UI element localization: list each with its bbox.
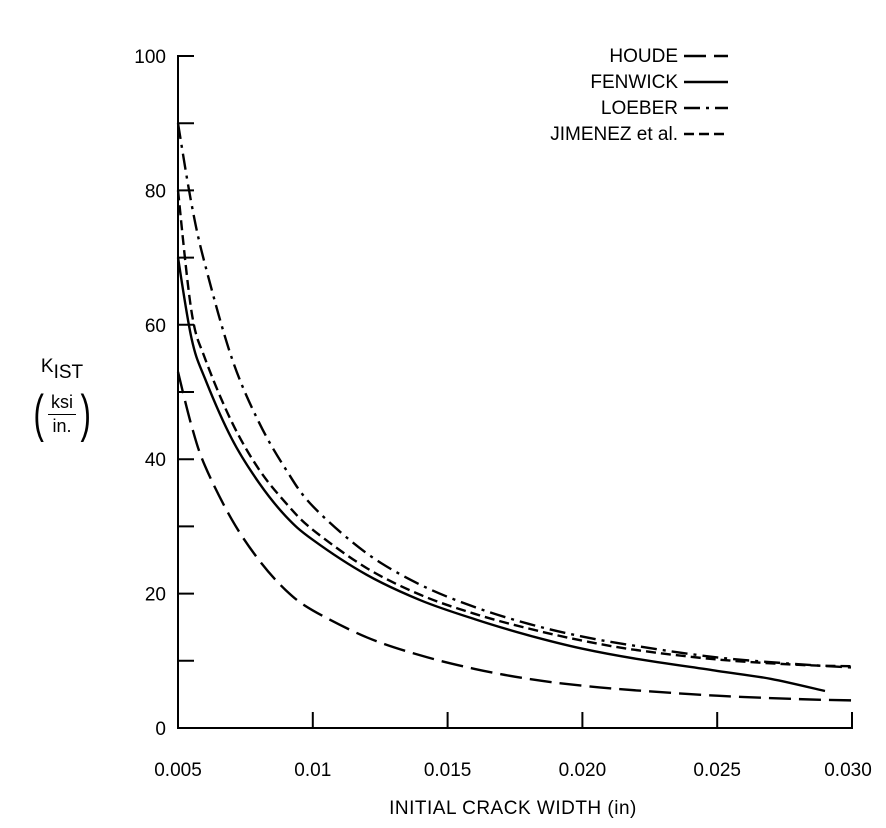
series-line-houde — [176, 371, 853, 702]
y-axis-unit-open-paren: ( — [33, 385, 44, 443]
x-tick-label: 0.025 — [693, 760, 741, 781]
y-axis-unit-denominator: in. — [52, 415, 72, 436]
y-tick-label: 20 — [145, 585, 166, 606]
y-tick-label: 0 — [155, 719, 166, 740]
y-tick-label: 60 — [145, 316, 166, 337]
y-tick-label: 40 — [145, 450, 166, 471]
x-tick-label: 0.005 — [154, 760, 202, 781]
y-axis-unit-numerator: ksi — [48, 392, 76, 415]
legend-label-fenwick: FENWICK — [590, 72, 678, 93]
y-axis-unit: ( ksi in. ) — [4, 388, 120, 440]
y-axis-title: KIST ( ksi in. ) — [4, 356, 120, 440]
x-tick-label: 0.015 — [424, 760, 472, 781]
x-tick-label: 0.01 — [294, 760, 331, 781]
y-axis-symbol: KIST — [40, 356, 84, 383]
series-layer — [176, 123, 853, 702]
legend-label-jimenez-et-al: JIMENEZ et al. — [550, 124, 678, 145]
x-tick-label: 0.030 — [824, 760, 872, 781]
y-axis-unit-fraction: ksi in. — [48, 392, 76, 437]
x-axis-title: INITIAL CRACK WIDTH (in) — [389, 798, 637, 819]
series-line-fenwick — [176, 257, 826, 693]
y-axis-subscript: IST — [53, 362, 84, 383]
legend: HOUDE FENWICK LOEBER JIMENEZ et al. — [550, 46, 728, 145]
legend-label-loeber: LOEBER — [601, 98, 678, 119]
y-tick-label: 80 — [145, 181, 166, 202]
legend-label-houde: HOUDE — [609, 46, 678, 67]
axes: 0 20 40 60 80 100 0.005 0.01 0.015 0.020 0.025 0.03… — [134, 47, 871, 781]
y-tick-label: 100 — [134, 47, 166, 68]
y-axis-unit-close-paren: ) — [80, 385, 91, 443]
x-tick-label: 0.020 — [559, 760, 607, 781]
series-line-jimenez-et-al — [176, 190, 853, 668]
series-line-loeber — [176, 123, 853, 669]
